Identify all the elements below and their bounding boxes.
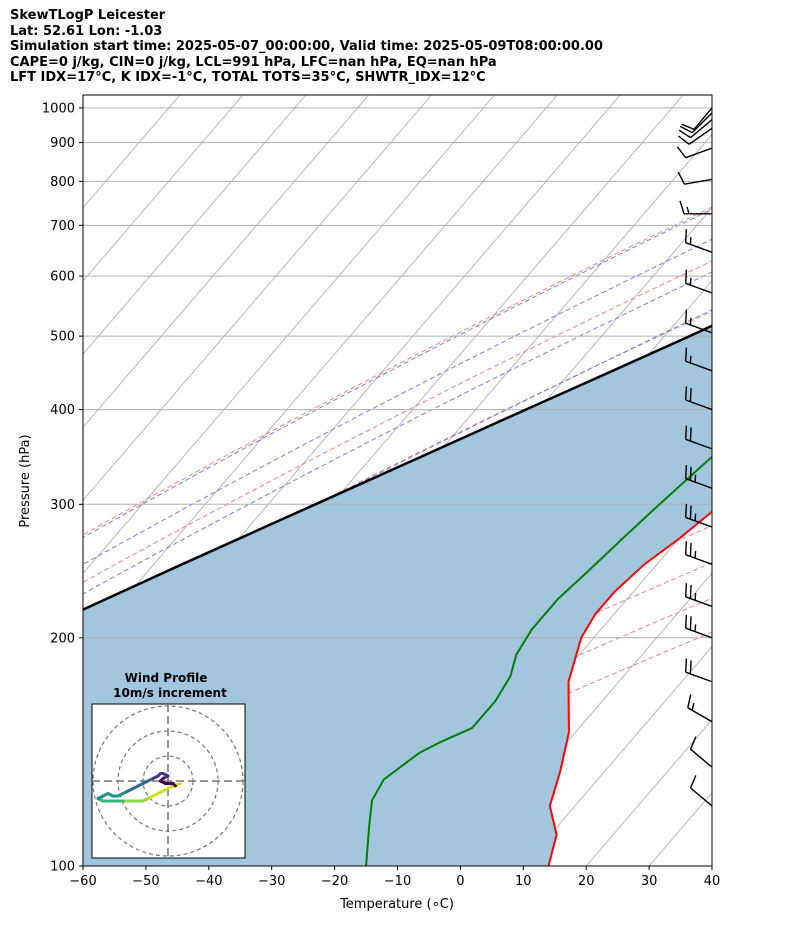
wind-barb — [684, 309, 713, 334]
x-tick-label: 40 — [704, 874, 721, 889]
wind-barb — [684, 465, 713, 489]
hodograph-title: Wind Profile — [125, 671, 208, 685]
axes: −60 −50 −40 −30 −20 −10 0 10 20 30 40 100 200 300 400 5… — [42, 101, 720, 889]
y-tick-label: 300 — [50, 498, 75, 513]
wind-barb — [684, 386, 713, 411]
chart-title: SkewTLogP Leicester Lat: 52.61 Lon: -1.0… — [10, 8, 603, 86]
y-tick-label: 700 — [50, 219, 75, 234]
wind-barb — [677, 171, 713, 185]
y-tick-label: 600 — [50, 270, 75, 285]
x-tick-label: −10 — [384, 874, 411, 889]
wind-barb — [689, 775, 713, 807]
isotherm — [585, 719, 712, 866]
wind-barb — [684, 347, 713, 372]
hodograph-subtitle: 10m/s increment — [113, 686, 227, 700]
dewpoint-line — [365, 455, 712, 866]
title-location: Lat: 52.61 Lon: -1.03 — [10, 23, 163, 39]
wind-barbs — [676, 107, 713, 807]
isotherm — [83, 95, 370, 428]
y-tick-label: 1000 — [42, 101, 75, 116]
moist-adiabat — [83, 271, 712, 595]
temperature-line — [547, 510, 712, 866]
x-tick-label: 0 — [456, 874, 464, 889]
x-tick-label: −60 — [69, 874, 96, 889]
x-tick-label: 10 — [515, 874, 532, 889]
x-tick-label: −20 — [321, 874, 348, 889]
wind-barb — [676, 146, 713, 159]
y-tick-label: 400 — [50, 403, 75, 418]
wind-barb — [684, 541, 713, 565]
isotherm — [83, 95, 244, 282]
wind-barb — [684, 269, 713, 294]
isotherm — [83, 95, 307, 355]
profile-lines — [83, 324, 712, 866]
title-indices-2: LFT IDX=17°C, K IDX=-1°C, TOTAL TOTS=35°… — [10, 70, 486, 85]
isotherm — [83, 95, 432, 501]
wind-barb — [684, 425, 713, 450]
x-axis-label: Temperature (∘C) — [339, 897, 454, 912]
x-tick-label: −30 — [258, 874, 285, 889]
mixing-ratio-line — [775, 92, 794, 276]
moist-adiabat — [83, 208, 712, 539]
wind-barb — [684, 229, 713, 253]
x-tick-label: −50 — [132, 874, 159, 889]
dry-adiabat — [83, 260, 712, 583]
moist-adiabat — [83, 238, 712, 565]
x-tick-label: 20 — [578, 874, 595, 889]
x-tick-label: 30 — [641, 874, 658, 889]
wind-barb — [684, 614, 713, 639]
y-tick-label: 200 — [50, 631, 75, 646]
wind-barb — [684, 658, 713, 683]
isotherm — [711, 865, 712, 866]
x-tick-label: −40 — [195, 874, 222, 889]
wind-barb — [681, 107, 713, 131]
wind-barb — [684, 503, 713, 528]
y-tick-label: 100 — [50, 860, 75, 875]
y-tick-label: 500 — [50, 330, 75, 345]
isotherm — [83, 95, 558, 648]
isotherm — [83, 95, 621, 721]
wind-barb — [679, 112, 713, 134]
title-station: SkewTLogP Leicester — [10, 8, 166, 23]
isotherm — [460, 572, 712, 866]
hodograph-inset: Wind Profile 10m/s increment — [91, 671, 246, 859]
wind-barb — [684, 583, 713, 608]
parcel-line — [83, 324, 712, 611]
isotherm — [775, 95, 794, 866]
wind-barb — [678, 119, 713, 139]
isotherm — [83, 95, 495, 575]
title-indices-1: CAPE=0 j/kg, CIN=0 j/kg, LCL=991 hPa, LF… — [10, 54, 497, 70]
hodograph-segment — [171, 782, 177, 788]
dry-adiabat — [83, 206, 712, 536]
wind-barb — [689, 736, 713, 768]
wind-barb — [687, 694, 713, 723]
y-axis-label: Pressure (hPa) — [18, 434, 33, 527]
wind-barb — [677, 127, 713, 145]
isotherm — [522, 645, 712, 866]
y-tick-label: 800 — [50, 175, 75, 190]
y-tick-label: 900 — [50, 136, 75, 151]
wind-barb — [679, 200, 712, 215]
title-times: Simulation start time: 2025-05-07_00:00:… — [10, 39, 603, 54]
